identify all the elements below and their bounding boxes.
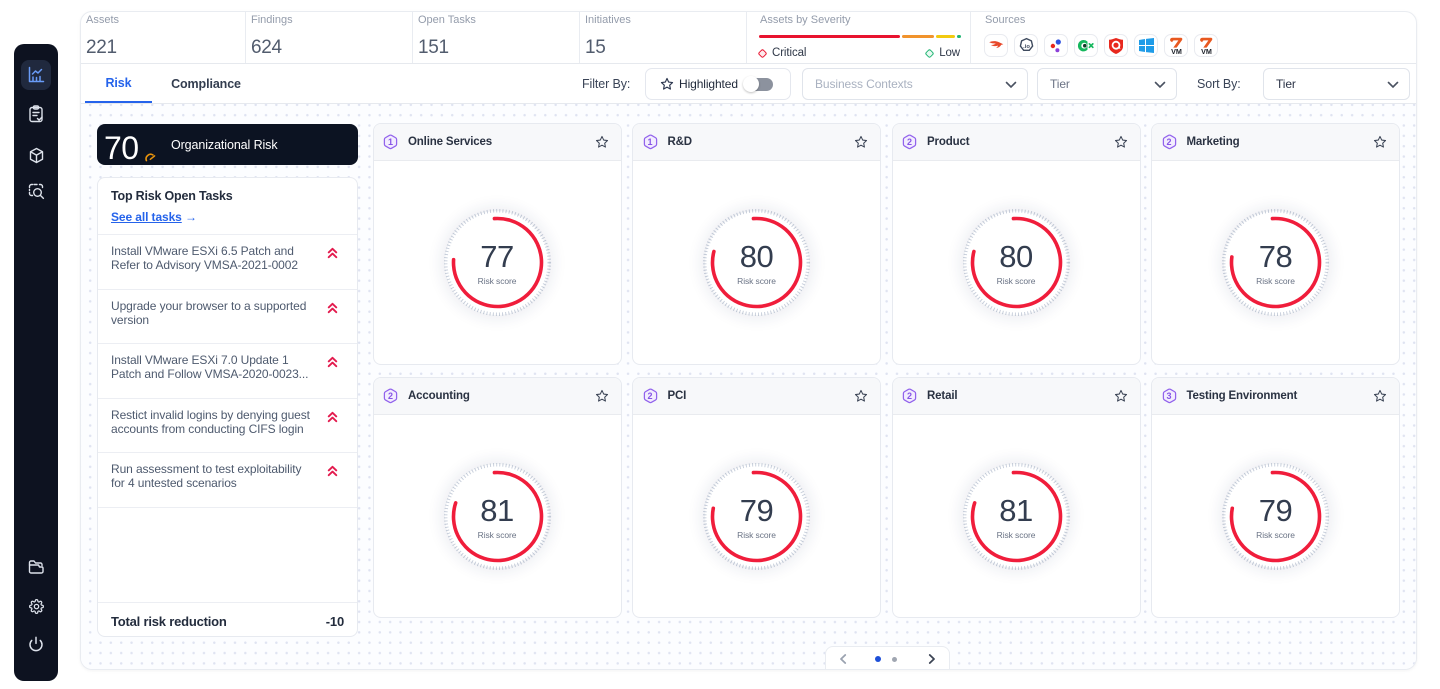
svg-text:VM: VM [1171,47,1182,55]
svg-text:VM: VM [1201,47,1212,55]
svg-text:.io: .io [1023,44,1030,50]
